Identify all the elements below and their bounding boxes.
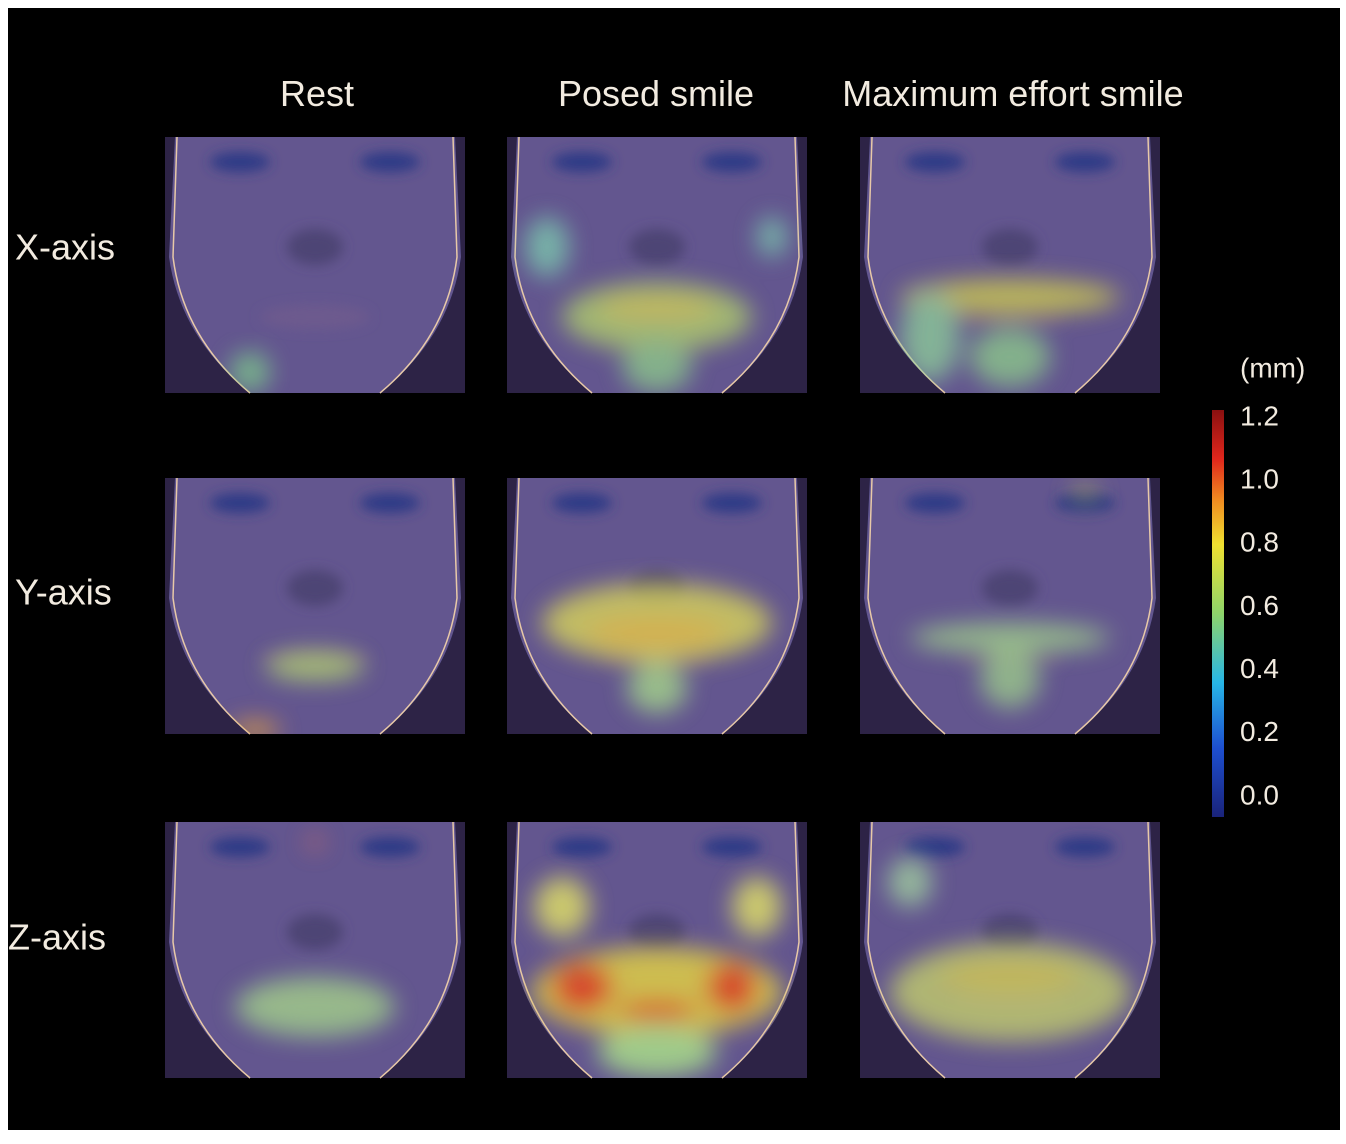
column-header: Posed smile — [558, 73, 754, 114]
face-map — [507, 137, 807, 393]
column-header: Rest — [280, 73, 354, 114]
colorbar-tick-label: 0.2 — [1240, 716, 1279, 747]
face-map — [507, 478, 807, 734]
row-label: Y-axis — [15, 572, 112, 613]
colorbar-tick-label: 1.0 — [1240, 464, 1279, 495]
row-label: X-axis — [15, 227, 115, 268]
face-map — [860, 137, 1160, 393]
colorbar-unit: (mm) — [1240, 352, 1305, 383]
colorbar-tick-label: 0.8 — [1240, 527, 1279, 558]
colorbar-tick-label: 0.0 — [1240, 779, 1279, 810]
face-map — [860, 478, 1160, 734]
face-map — [860, 822, 1160, 1078]
column-header: Maximum effort smile — [842, 73, 1183, 114]
face-map — [165, 478, 465, 740]
colorbar-tick-label: 0.4 — [1240, 653, 1279, 684]
face-map — [165, 137, 465, 393]
colorbar-tick-label: 1.2 — [1240, 400, 1279, 431]
face-map — [507, 822, 807, 1078]
face-map — [165, 822, 465, 1078]
colorbar — [1212, 410, 1224, 817]
row-label: Z-axis — [8, 917, 106, 958]
colorbar-tick-label: 0.6 — [1240, 590, 1279, 621]
colorbar-ticks: 0.0 0.2 0.4 0.6 0.8 1.0 1.2 — [1224, 400, 1279, 810]
